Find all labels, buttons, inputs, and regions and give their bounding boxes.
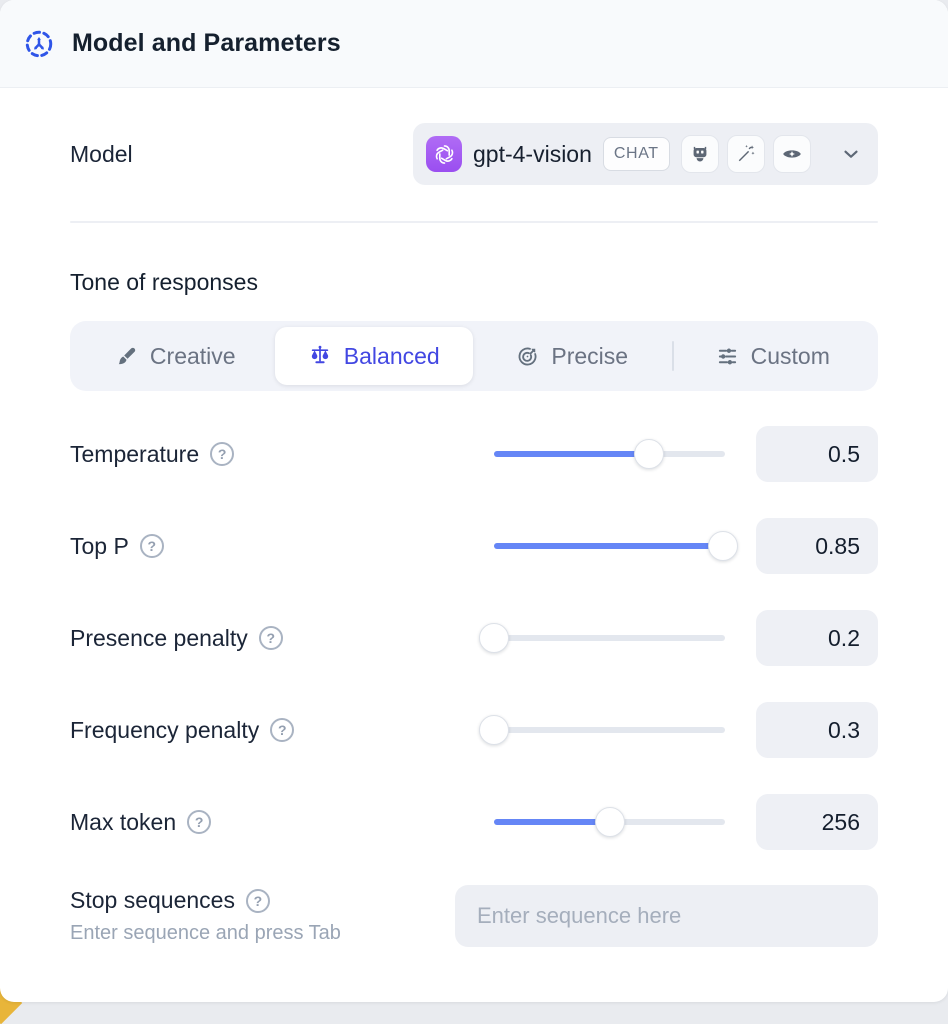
tone-section-label: Tone of responses: [70, 269, 258, 295]
selected-model-name: gpt-4-vision: [473, 140, 592, 167]
stop-sequences-label: Stop sequences: [70, 887, 235, 913]
model-and-parameters-panel: Model and Parameters Model gpt-4-vision: [0, 0, 948, 1002]
panel-title: Model and Parameters: [72, 29, 341, 57]
frequency-penalty-slider[interactable]: [479, 715, 725, 745]
param-row-top-p: Top P ?: [70, 515, 878, 577]
panel-content: Model gpt-4-vision CHAT: [0, 123, 948, 947]
bot-icon: [680, 135, 719, 173]
slider-thumb[interactable]: [479, 715, 509, 745]
panel-header: Model and Parameters: [0, 0, 948, 88]
tone-segmented-control: Creative Balanced: [70, 321, 878, 391]
vision-eye-icon: [772, 135, 811, 173]
tone-option-precise[interactable]: Precise: [473, 327, 672, 385]
model-dashed-circle-icon: [24, 29, 54, 59]
tone-option-balanced[interactable]: Balanced: [274, 327, 473, 385]
max-token-slider[interactable]: [494, 807, 725, 837]
temperature-value-input[interactable]: [756, 426, 878, 482]
openai-logo-icon: [426, 136, 462, 172]
section-divider: [70, 221, 878, 223]
help-icon[interactable]: ?: [245, 888, 270, 913]
slider-thumb[interactable]: [594, 807, 625, 837]
param-row-temperature: Temperature ?: [70, 423, 878, 485]
model-label: Model: [70, 140, 133, 167]
tone-option-label: Precise: [551, 342, 629, 369]
param-label: Max token: [70, 808, 177, 835]
param-label: Presence penalty: [70, 624, 248, 651]
temperature-slider[interactable]: [494, 439, 725, 469]
model-select-dropdown[interactable]: gpt-4-vision CHAT: [413, 123, 878, 185]
tone-option-label: Custom: [750, 342, 830, 369]
slider-fill: [494, 819, 610, 825]
param-label: Temperature: [70, 440, 200, 467]
slider-fill: [494, 543, 723, 549]
presence-penalty-slider[interactable]: [479, 623, 725, 653]
top-p-slider[interactable]: [494, 531, 738, 561]
top-p-value-input[interactable]: [756, 518, 878, 574]
help-icon[interactable]: ?: [187, 810, 212, 834]
slider-track: [494, 727, 725, 733]
segment-divider: [671, 341, 674, 371]
tone-option-label: Creative: [149, 342, 236, 369]
model-type-badge: CHAT: [602, 137, 670, 171]
chevron-down-icon: [840, 143, 862, 165]
param-row-frequency-penalty: Frequency penalty ?: [70, 699, 878, 761]
slider-thumb[interactable]: [479, 623, 509, 653]
model-row: Model gpt-4-vision CHAT: [70, 123, 878, 185]
stop-sequence-input[interactable]: [455, 885, 878, 947]
param-label: Top P: [70, 532, 129, 559]
slider-thumb[interactable]: [633, 439, 664, 469]
help-icon[interactable]: ?: [258, 626, 283, 650]
help-icon[interactable]: ?: [139, 534, 164, 558]
presence-penalty-value-input[interactable]: [756, 610, 878, 666]
slider-fill: [494, 451, 649, 457]
param-row-max-token: Max token ?: [70, 791, 878, 853]
frequency-penalty-value-input[interactable]: [756, 702, 878, 758]
param-label: Frequency penalty: [70, 716, 260, 743]
max-token-value-input[interactable]: [756, 794, 878, 850]
wand-sparkles-icon: [726, 135, 765, 173]
stop-sequences-helper-text: Enter sequence and press Tab: [70, 922, 341, 944]
stop-sequences-row: Stop sequences ? Enter sequence and pres…: [70, 885, 878, 947]
param-row-presence-penalty: Presence penalty ?: [70, 607, 878, 669]
tone-option-creative[interactable]: Creative: [76, 327, 275, 385]
slider-thumb[interactable]: [707, 531, 738, 561]
tone-option-custom[interactable]: Custom: [674, 327, 873, 385]
tone-option-label: Balanced: [343, 342, 440, 369]
help-icon[interactable]: ?: [270, 718, 295, 742]
slider-track: [494, 635, 725, 641]
help-icon[interactable]: ?: [210, 442, 235, 466]
